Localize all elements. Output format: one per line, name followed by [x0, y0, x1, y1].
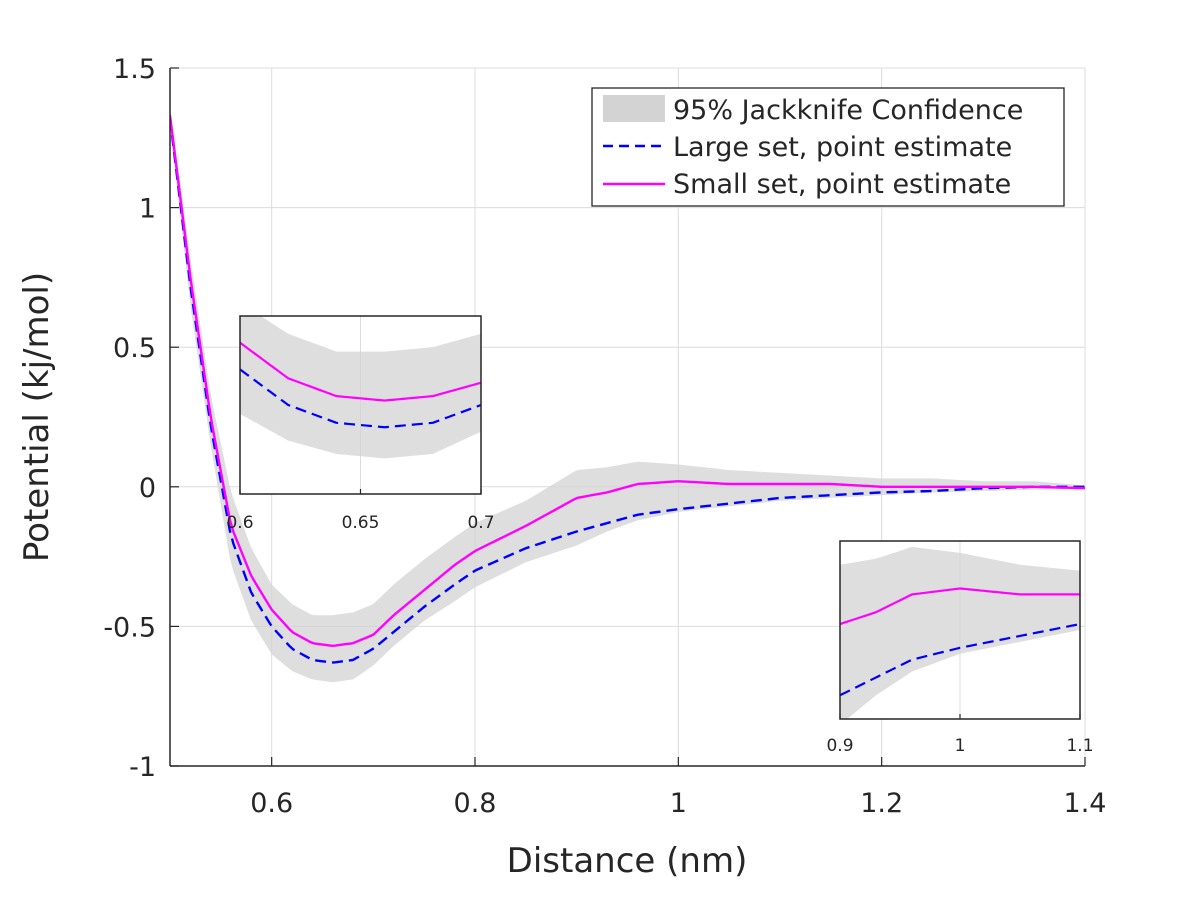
inset-left: 0.6 0.65 0.7: [226, 315, 495, 533]
main-xtick-label-1: 0.8: [454, 788, 497, 819]
main-ytick-label-2: 0: [139, 473, 156, 504]
inset-right-series-small: [840, 587, 1080, 626]
legend-large-label: Large set, point estimate: [673, 132, 1012, 163]
main-confidence-band: [170, 107, 1085, 683]
inset-left-xtick-label-1: 0.65: [342, 513, 380, 533]
main-series-small: [170, 115, 1085, 648]
legend-band-label: 95% Jackknife Confidence: [673, 95, 1023, 126]
legend-small-label: Small set, point estimate: [673, 169, 1011, 200]
main-ytick-label-0: -1: [129, 752, 156, 783]
inset-right-data: [840, 546, 1080, 719]
inset-left-ticks: 0.6 0.65 0.7: [226, 489, 495, 533]
inset-left-xtick-label-0: 0.6: [226, 513, 253, 533]
x-axis-label: Distance (nm): [507, 841, 748, 881]
legend-box: [591, 87, 1065, 207]
main-xtick-label-2: 1: [670, 788, 687, 819]
inset-left-confidence-band: [240, 316, 481, 459]
inset-left-data: [240, 316, 481, 459]
main-xtick-label-4: 1.4: [1064, 788, 1107, 819]
inset-right: 0.9 1 1.1: [826, 540, 1094, 756]
inset-right-xtick-label-1: 1: [955, 736, 966, 756]
inset-right-series-large: [840, 622, 1080, 697]
inset-right-ticks: 0.9 1 1.1: [826, 714, 1094, 756]
inset-left-xtick-label-2: 0.7: [467, 513, 494, 533]
inset-right-xtick-label-2: 1.1: [1066, 736, 1093, 756]
main-ytick-label-5: 1.5: [113, 54, 156, 85]
legend: 95% Jackknife Confidence Large set, poin…: [591, 87, 1065, 207]
inset-right-confidence-band: [840, 546, 1080, 719]
inset-left-series-small: [240, 341, 481, 402]
main-ytick-label-1: -0.5: [103, 612, 156, 643]
main-ytick-label-3: 0.5: [113, 333, 156, 364]
main-xtick-label-0: 0.6: [250, 788, 293, 819]
main-ytick-label-4: 1: [139, 194, 156, 225]
inset-right-xtick-label-0: 0.9: [826, 736, 853, 756]
main-data: [170, 107, 1085, 683]
main-series-large: [170, 118, 1085, 664]
legend-band-swatch: [603, 95, 665, 122]
main-axes: 0.6 0.8 1 1.2 1.4 -1 -0.5 0 0.5 1 1.5: [103, 54, 1106, 819]
main-xtick-label-3: 1.2: [860, 788, 903, 819]
y-axis-label: Potential (kj/mol): [17, 272, 57, 562]
